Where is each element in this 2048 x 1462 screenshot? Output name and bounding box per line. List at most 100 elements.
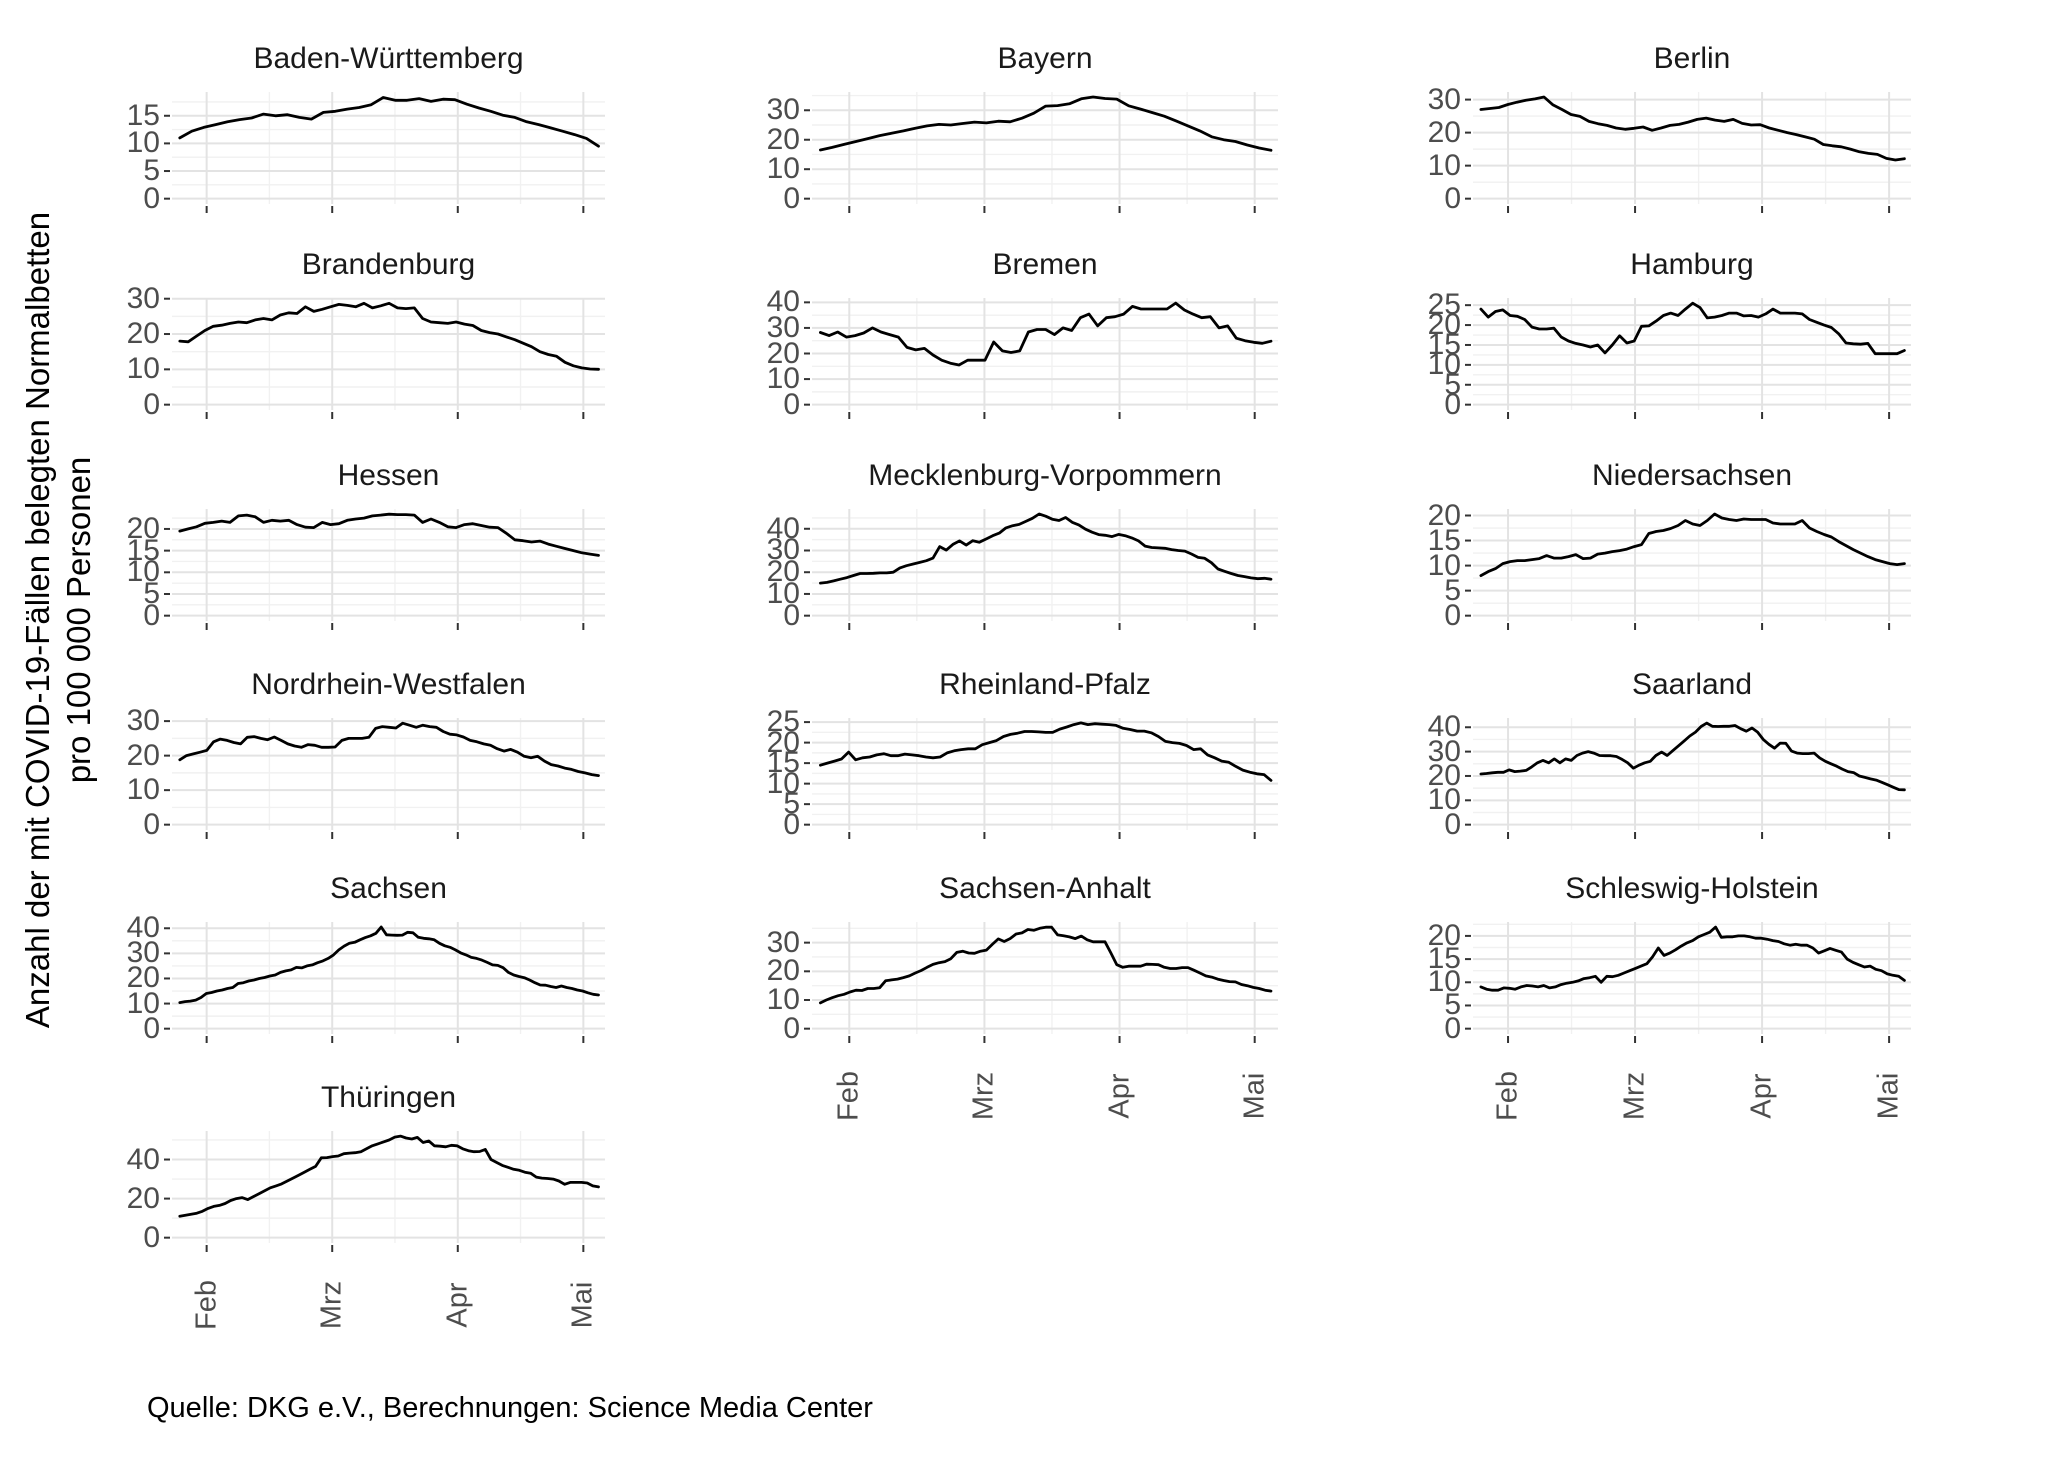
- y-tick-label: 0: [1444, 807, 1461, 841]
- y-tick-label: 20: [126, 317, 160, 351]
- y-tick-label: 0: [143, 807, 160, 841]
- line-plot-nordrhein-westfalen: [164, 718, 605, 839]
- y-tick-label: 20: [1427, 498, 1461, 532]
- y-tick-label: 20: [1427, 758, 1461, 792]
- data-series-sachsen-anhalt: [818, 925, 1273, 1005]
- y-tick-label: 30: [126, 704, 160, 738]
- line-plot-sachsen: [164, 922, 605, 1043]
- y-tick-label: 40: [1427, 710, 1461, 744]
- y-tick-label: 20: [766, 336, 800, 370]
- y-tick-label: 20: [1427, 115, 1461, 149]
- y-tick-label: 40: [766, 285, 800, 319]
- y-tick-label: 30: [126, 281, 160, 315]
- y-tick-label: 40: [126, 1142, 160, 1176]
- y-tick-label: 10: [766, 766, 800, 800]
- y-tick-label: 0: [1444, 387, 1461, 421]
- data-series-hessen: [178, 512, 600, 557]
- y-tick-label: 10: [126, 555, 160, 589]
- data-series-rheinland-pfalz: [818, 721, 1273, 782]
- facet-title-schleswig-holstein: Schleswig-Holstein: [1565, 872, 1819, 905]
- y-tick-label: 25: [1427, 288, 1461, 322]
- y-tick-label: 30: [766, 925, 800, 959]
- y-tick-label: 15: [1427, 327, 1461, 361]
- data-series-berlin: [1479, 95, 1906, 162]
- facet-title-bremen: Bremen: [992, 248, 1098, 281]
- facet-title-hamburg: Hamburg: [1630, 248, 1754, 281]
- y-tick-label: 0: [143, 1220, 160, 1254]
- y-tick-label: 0: [783, 387, 800, 421]
- y-tick-label: 20: [1427, 308, 1461, 342]
- data-series-brandenburg: [178, 301, 600, 371]
- y-tick-label: 10: [126, 773, 160, 807]
- y-tick-label: 5: [143, 576, 160, 610]
- y-tick-label: 10: [1427, 965, 1461, 999]
- line-plot-niedersachsen: [1465, 509, 1911, 630]
- y-tick-label: 30: [766, 533, 800, 567]
- data-series-nordrhein-westfalen: [178, 721, 600, 777]
- y-tick-label: 30: [1427, 82, 1461, 116]
- x-tick-label-mrz: Mrz: [967, 1071, 1000, 1121]
- facet-title-brandenburg: Brandenburg: [301, 248, 476, 281]
- x-tick-label-apr: Apr: [441, 1282, 474, 1328]
- y-tick-label: 5: [1444, 573, 1461, 607]
- facet-title-mecklenburg-vorpommern: Mecklenburg-Vorpommern: [868, 459, 1222, 492]
- data-series-bremen: [818, 301, 1273, 367]
- data-series-mecklenburg-vorpommern: [818, 512, 1273, 585]
- y-tick-label: 0: [783, 807, 800, 841]
- line-plot-bayern: [804, 92, 1278, 213]
- x-tick-label-mrz: Mrz: [315, 1280, 348, 1330]
- data-series-niedersachsen: [1479, 512, 1906, 577]
- y-tick-label: 5: [143, 154, 160, 188]
- line-plot-hamburg: [1465, 298, 1911, 419]
- y-tick-label: 0: [143, 1011, 160, 1045]
- y-tick-label: 30: [766, 310, 800, 344]
- x-tick-label-apr: Apr: [1103, 1073, 1136, 1119]
- y-tick-label: 10: [766, 982, 800, 1016]
- x-tick-label-feb: Feb: [832, 1071, 865, 1121]
- data-series-sachsen: [178, 925, 600, 1004]
- y-tick-label: 10: [1427, 783, 1461, 817]
- y-tick-label: 5: [783, 787, 800, 821]
- y-tick-label: 20: [126, 961, 160, 995]
- facet-title-niedersachsen: Niedersachsen: [1591, 459, 1793, 492]
- x-tick-label-feb: Feb: [190, 1280, 223, 1330]
- line-plot-saarland: [1465, 718, 1911, 839]
- facet-title-rheinland-pfalz: Rheinland-Pfalz: [939, 668, 1151, 701]
- line-plot-rheinland-pfalz: [804, 718, 1278, 839]
- y-axis-label-line1: Anzahl der mit COVID-19-Fällen belegten …: [19, 211, 56, 1029]
- y-tick-label: 15: [1427, 942, 1461, 976]
- y-tick-label: 0: [783, 1011, 800, 1045]
- y-tick-label: 15: [766, 746, 800, 780]
- line-plot-brandenburg: [164, 297, 605, 419]
- y-tick-label: 0: [783, 598, 800, 632]
- facet-title-sachsen-anhalt: Sachsen-Anhalt: [939, 872, 1151, 905]
- facet-title-berlin: Berlin: [1653, 42, 1731, 75]
- y-tick-label: 15: [1427, 523, 1461, 557]
- y-tick-label: 20: [126, 511, 160, 545]
- y-tick-label: 10: [1427, 548, 1461, 582]
- facet-title-saarland: Saarland: [1631, 668, 1753, 701]
- y-tick-label: 0: [143, 387, 160, 421]
- line-plot-hessen: [164, 509, 605, 630]
- y-tick-label: 10: [1427, 148, 1461, 182]
- y-tick-label: 20: [126, 1181, 160, 1215]
- y-tick-label: 10: [126, 986, 160, 1020]
- x-tick-label-mai: Mai: [566, 1281, 599, 1329]
- data-series-baden-württemberg: [178, 96, 600, 148]
- x-tick-label-mai: Mai: [1238, 1072, 1271, 1120]
- y-tick-label: 0: [1444, 598, 1461, 632]
- x-tick-label-mai: Mai: [1872, 1072, 1905, 1120]
- y-tick-label: 10: [126, 126, 160, 160]
- facet-title-nordrhein-westfalen: Nordrhein-Westfalen: [251, 668, 526, 701]
- x-tick-label-apr: Apr: [1745, 1073, 1778, 1119]
- y-tick-label: 5: [1444, 367, 1461, 401]
- y-tick-label: 20: [1427, 918, 1461, 952]
- line-plot-thüringen: [164, 1131, 605, 1252]
- line-plot-sachsen-anhalt: [804, 922, 1278, 1043]
- y-tick-label: 10: [766, 362, 800, 396]
- line-plot-berlin: [1465, 92, 1911, 213]
- facet-title-thüringen: Thüringen: [320, 1081, 457, 1114]
- y-tick-label: 20: [766, 725, 800, 759]
- y-tick-label: 30: [766, 93, 800, 127]
- y-tick-label: 15: [126, 98, 160, 132]
